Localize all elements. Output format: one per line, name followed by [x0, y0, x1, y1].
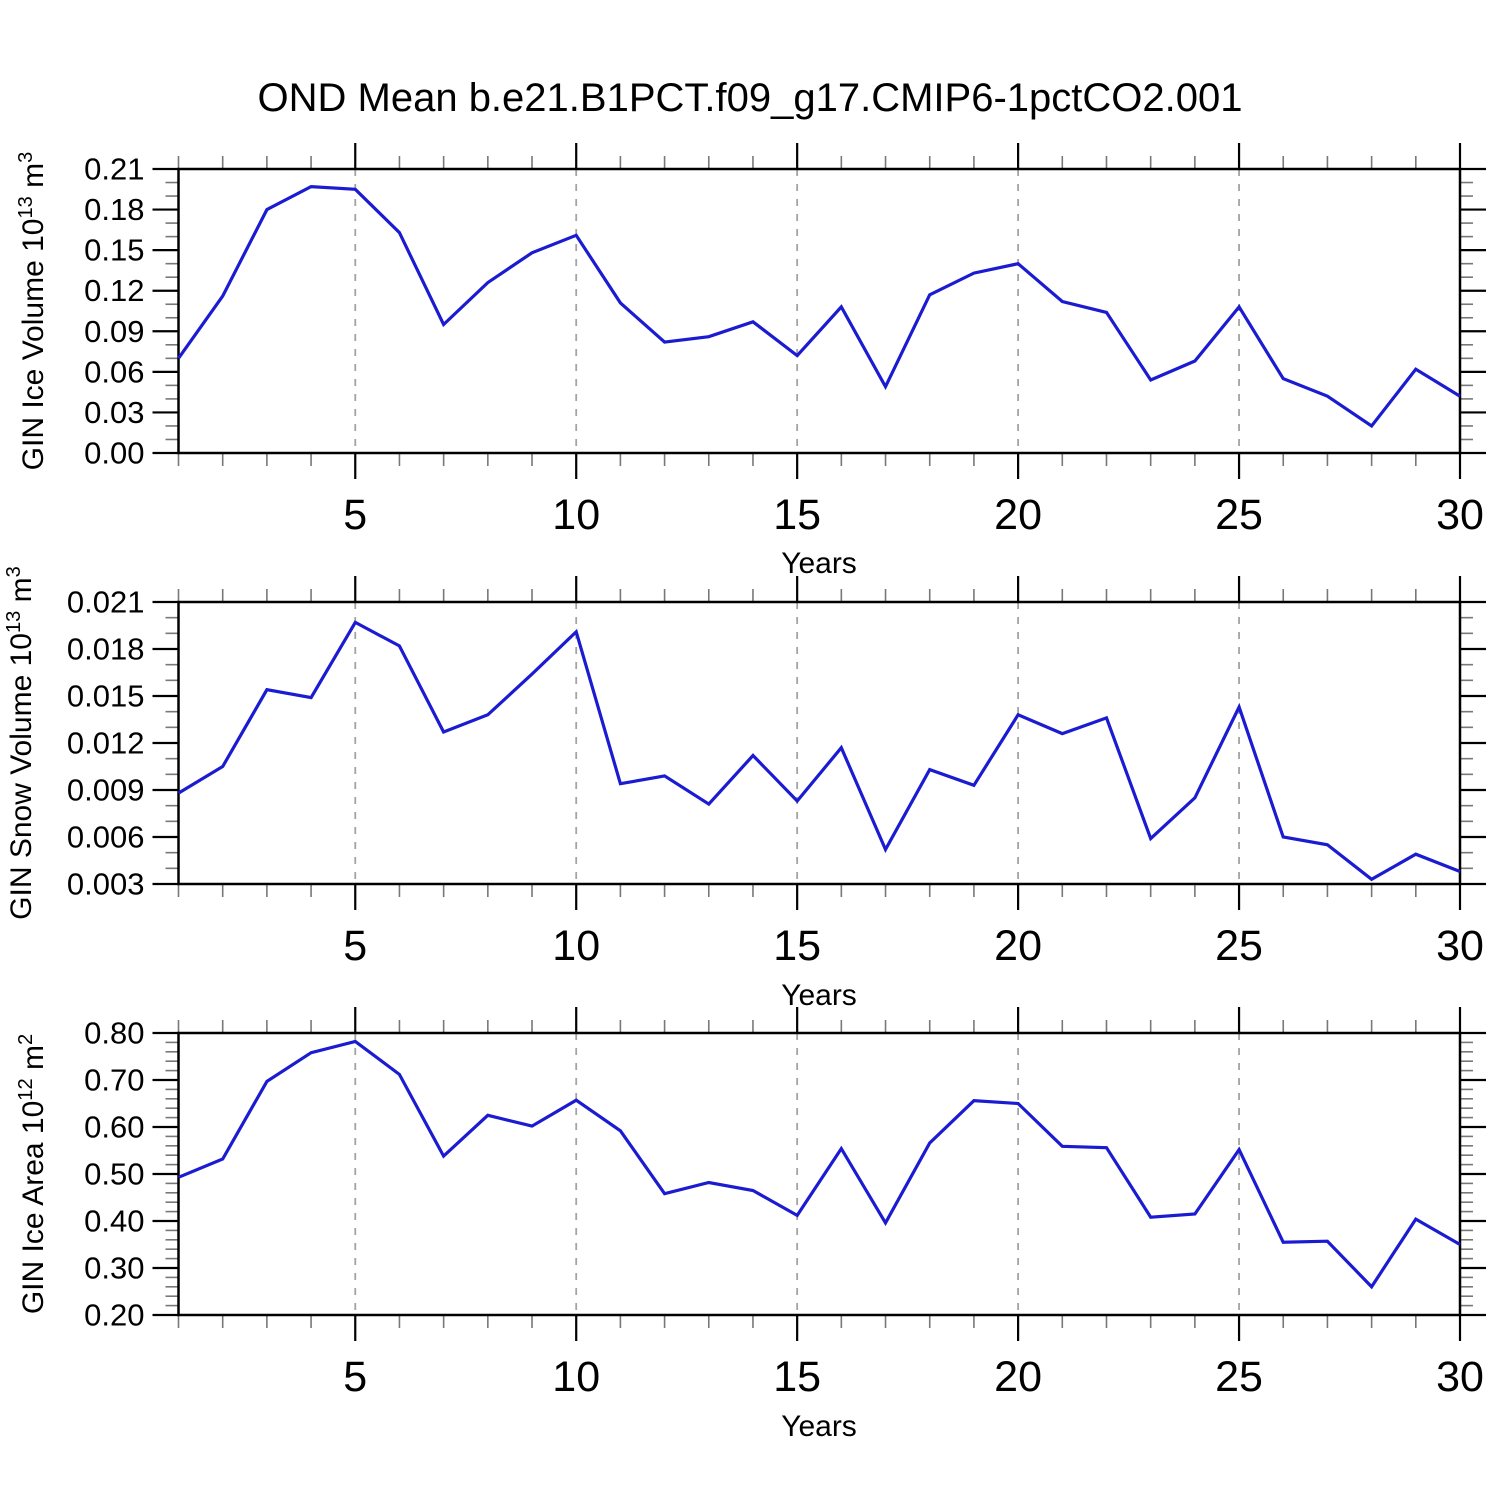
y-tick-label: 0.15 [84, 233, 144, 268]
y-axis-label-chart-1: GIN Ice Volume 1013 m3 [15, 152, 51, 471]
x-tick-label: 20 [994, 922, 1042, 970]
y-tick-label: 0.003 [67, 867, 145, 902]
y-tick-label: 0.03 [84, 395, 144, 430]
chart-3-y-ticks [152, 1031, 1486, 1317]
y-axis-label-text: GIN Ice Volume 10 [17, 218, 50, 471]
chart-2-x-ticks [177, 576, 1462, 910]
chart-3-series-line [177, 1039, 1461, 1290]
chart-1-x-ticks [177, 143, 1462, 479]
y-axis-label-unit: m [17, 1045, 50, 1079]
chart-1-y-tick-labels: 0.00 0.03 0.06 0.09 0.12 0.15 0.18 0.21 [84, 152, 144, 471]
x-tick-label: 25 [1215, 491, 1263, 539]
chart-1-plot: 0.00 0.03 0.06 0.09 0.12 0.15 0.18 0.21 5 10 15 20 2… [84, 143, 1486, 539]
y-tick-label: 0.015 [67, 679, 145, 714]
x-axis-label-chart-3: Years [781, 1410, 857, 1443]
chart-3-x-ticks [177, 1007, 1462, 1341]
y-axis-label-chart-2: GIN Snow Volume 1013 m3 [3, 566, 39, 920]
y-axis-label-unit: m [5, 577, 38, 611]
chart-1-x-tick-labels: 5 10 15 20 25 30 [343, 491, 1484, 539]
x-tick-label: 30 [1436, 1353, 1484, 1401]
y-tick-label: 0.012 [67, 726, 145, 761]
x-axis-label-chart-2: Years [781, 979, 857, 1012]
chart-3-y-tick-labels: 0.20 0.30 0.40 0.50 0.60 0.70 0.80 [84, 1016, 144, 1333]
y-tick-label: 0.018 [67, 632, 145, 667]
chart-3-plot: 0.20 0.30 0.40 0.50 0.60 0.70 0.80 5 10 15 20 25 30 [84, 1007, 1486, 1401]
x-tick-label: 15 [773, 1353, 821, 1401]
y-axis-label-unit-exponent: 2 [15, 1033, 37, 1046]
y-axis-label-exponent: 13 [15, 196, 37, 219]
y-axis-label-text: GIN Snow Volume 10 [5, 633, 38, 920]
chart-2-series-line [177, 620, 1461, 882]
y-axis-label-exponent: 12 [15, 1078, 37, 1101]
chart-2-y-tick-labels: 0.003 0.006 0.009 0.012 0.015 0.018 0.021 [67, 585, 145, 902]
x-tick-label: 10 [552, 1353, 600, 1401]
y-tick-label: 0.30 [84, 1251, 144, 1286]
x-tick-label: 15 [773, 491, 821, 539]
y-tick-label: 0.60 [84, 1110, 144, 1145]
chart-3-gridlines [354, 1033, 1240, 1315]
y-tick-label: 0.18 [84, 192, 144, 227]
y-tick-label: 0.21 [84, 152, 144, 187]
page-title: OND Mean b.e21.B1PCT.f09_g17.CMIP6-1pctC… [257, 76, 1243, 120]
chart-2-x-tick-labels: 5 10 15 20 25 30 [343, 922, 1484, 970]
chart-1-y-ticks [152, 167, 1486, 455]
chart-1-gridlines [354, 169, 1240, 453]
x-tick-label: 15 [773, 922, 821, 970]
x-tick-label: 5 [343, 922, 367, 970]
y-tick-label: 0.80 [84, 1016, 144, 1051]
chart-2-gridlines [354, 602, 1240, 884]
y-axis-label-text: GIN Ice Area 10 [17, 1100, 50, 1315]
chart-3-axes-frame [177, 1031, 1462, 1317]
chart-1-series-line [177, 184, 1461, 429]
chart-3-x-tick-labels: 5 10 15 20 25 30 [343, 1353, 1484, 1401]
x-tick-label: 25 [1215, 922, 1263, 970]
y-axis-label-unit-exponent: 3 [3, 566, 25, 578]
x-tick-label: 10 [552, 922, 600, 970]
y-tick-label: 0.09 [84, 314, 144, 349]
x-tick-label: 30 [1436, 922, 1484, 970]
chart-2-y-ticks [152, 600, 1486, 886]
x-tick-label: 20 [994, 1353, 1042, 1401]
x-tick-label: 5 [343, 491, 367, 539]
y-tick-label: 0.40 [84, 1204, 144, 1239]
y-axis-label-unit-exponent: 3 [15, 151, 37, 163]
y-tick-label: 0.06 [84, 354, 144, 389]
chart-2-axes-frame [177, 600, 1462, 886]
y-axis-label-exponent: 13 [3, 610, 25, 634]
x-tick-label: 30 [1436, 491, 1484, 539]
y-tick-label: 0.70 [84, 1063, 144, 1098]
x-tick-label: 25 [1215, 1353, 1263, 1401]
y-axis-label-unit: m [17, 162, 50, 197]
chart-2-plot: 0.003 0.006 0.009 0.012 0.015 0.018 0.021 5 10 15… [67, 576, 1486, 970]
y-tick-label: 0.50 [84, 1157, 144, 1192]
x-axis-label-chart-1: Years [781, 547, 857, 580]
y-tick-label: 0.021 [67, 585, 145, 620]
y-tick-label: 0.006 [67, 820, 145, 855]
y-tick-label: 0.12 [84, 273, 144, 308]
x-tick-label: 20 [994, 491, 1042, 539]
y-tick-label: 0.009 [67, 773, 145, 808]
chart-1-axes-frame [177, 167, 1462, 455]
x-tick-label: 5 [343, 1353, 367, 1401]
y-tick-label: 0.00 [84, 436, 144, 471]
x-tick-label: 10 [552, 491, 600, 539]
y-axis-label-chart-3: GIN Ice Area 1012 m2 [15, 1034, 51, 1314]
y-tick-label: 0.20 [84, 1298, 144, 1333]
